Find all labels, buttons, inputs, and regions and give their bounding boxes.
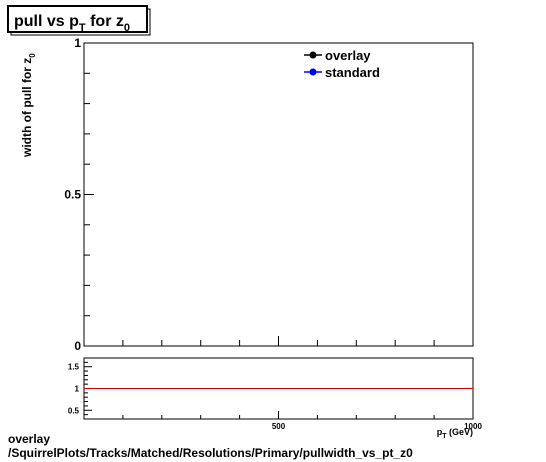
legend: overlay standard [304, 48, 380, 80]
footer-overlay-label: overlay [8, 432, 51, 446]
y-axis-title: width of pull for z0 [20, 53, 37, 158]
legend-item-standard: standard [304, 65, 380, 80]
ratio-axes: 0.5 1 1.5 500 1000 [68, 361, 482, 431]
title-base: pull vs p [14, 13, 79, 30]
title-sub-t: T [79, 22, 86, 34]
main-axes: 00.51 [64, 36, 435, 353]
legend-marker [309, 51, 317, 59]
x-axis-title: pT (GeV) [437, 427, 473, 440]
legend-marker [309, 68, 317, 76]
main-plot-frame [83, 42, 474, 347]
ratio-y-tick-label: 1 [75, 385, 80, 394]
ratio-y-tick-label: 1.5 [68, 363, 80, 372]
legend-label: overlay [325, 48, 371, 63]
footer-path-label: /SquirrelPlots/Tracks/Matched/Resolution… [8, 446, 413, 460]
title-sub-0: 0 [124, 22, 130, 34]
y-tick-label: 0 [74, 339, 81, 353]
ratio-y-tick-label: 0.5 [68, 406, 80, 415]
title-mid: for z [86, 13, 124, 30]
svg-text:width of pull for z0: width of pull for z0 [20, 53, 37, 158]
ratio-x-tick-label: 1000 [464, 422, 482, 431]
chart-title: pull vs pT for z0 [7, 5, 151, 36]
legend-label: standard [325, 65, 380, 80]
ratio-x-tick-label: 500 [272, 422, 286, 431]
legend-item-overlay: overlay [304, 48, 371, 63]
y-tick-label: 0.5 [64, 188, 81, 202]
svg-text:pull vs pT for z0: pull vs pT for z0 [14, 13, 130, 34]
y-tick-label: 1 [74, 36, 81, 50]
